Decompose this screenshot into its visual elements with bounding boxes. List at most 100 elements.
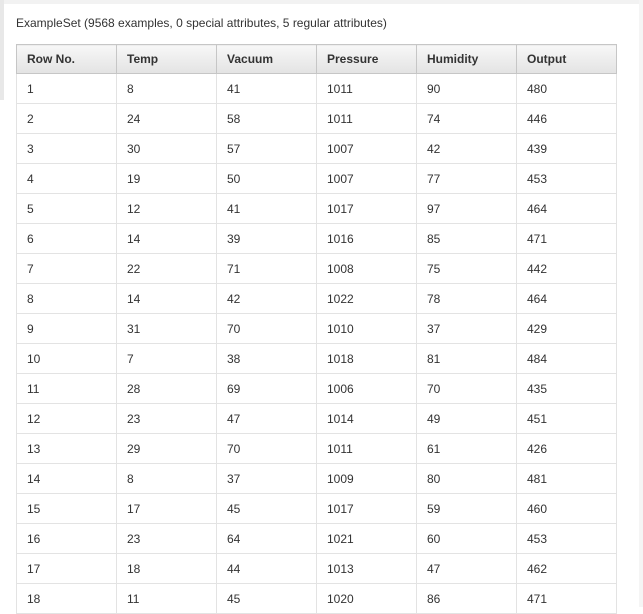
pressure-cell: 1007 xyxy=(316,133,417,164)
humidity-cell: 49 xyxy=(416,403,517,434)
row-no-cell: 12 xyxy=(16,403,117,434)
vacuum-cell: 45 xyxy=(216,583,317,614)
output-cell: 460 xyxy=(516,493,617,524)
temp-cell: 23 xyxy=(116,523,217,554)
humidity-cell: 59 xyxy=(416,493,517,524)
table-row[interactable]: 2 24 58 1011 74 446 xyxy=(16,103,617,134)
output-cell: 484 xyxy=(516,343,617,374)
output-cell: 471 xyxy=(516,583,617,614)
vacuum-cell: 45 xyxy=(216,493,317,524)
row-no-cell: 13 xyxy=(16,433,117,464)
output-cell: 480 xyxy=(516,73,617,104)
humidity-cell: 61 xyxy=(416,433,517,464)
table-row[interactable]: 7 22 71 1008 75 442 xyxy=(16,253,617,284)
row-no-cell: 14 xyxy=(16,463,117,494)
humidity-cell: 74 xyxy=(416,103,517,134)
table-row[interactable]: 9 31 70 1010 37 429 xyxy=(16,313,617,344)
table-row[interactable]: 15 17 45 1017 59 460 xyxy=(16,493,617,524)
vacuum-cell: 58 xyxy=(216,103,317,134)
table-row[interactable]: 10 7 38 1018 81 484 xyxy=(16,343,617,374)
output-cell: 446 xyxy=(516,103,617,134)
table-row[interactable]: 1 8 41 1011 90 480 xyxy=(16,73,617,104)
row-no-cell: 15 xyxy=(16,493,117,524)
vacuum-cell: 57 xyxy=(216,133,317,164)
pressure-cell: 1014 xyxy=(316,403,417,434)
temp-cell: 14 xyxy=(116,223,217,254)
table-row[interactable]: 8 14 42 1022 78 464 xyxy=(16,283,617,314)
temp-cell: 19 xyxy=(116,163,217,194)
humidity-cell: 47 xyxy=(416,553,517,584)
output-cell: 442 xyxy=(516,253,617,284)
humidity-cell: 60 xyxy=(416,523,517,554)
table-row[interactable]: 3 30 57 1007 42 439 xyxy=(16,133,617,164)
row-no-cell: 1 xyxy=(16,73,117,104)
table-row[interactable]: 12 23 47 1014 49 451 xyxy=(16,403,617,434)
vacuum-cell: 70 xyxy=(216,433,317,464)
pressure-cell: 1022 xyxy=(316,283,417,314)
vacuum-cell: 64 xyxy=(216,523,317,554)
table-row[interactable]: 18 11 45 1020 86 471 xyxy=(16,583,617,614)
humidity-cell: 80 xyxy=(416,463,517,494)
output-cell: 439 xyxy=(516,133,617,164)
humidity-cell: 78 xyxy=(416,283,517,314)
window-left-edge xyxy=(0,0,4,100)
window-top-edge xyxy=(0,0,643,4)
table-row[interactable]: 16 23 64 1021 60 453 xyxy=(16,523,617,554)
vacuum-cell: 37 xyxy=(216,463,317,494)
pressure-cell: 1013 xyxy=(316,553,417,584)
table-row[interactable]: 17 18 44 1013 47 462 xyxy=(16,553,617,584)
output-cell: 453 xyxy=(516,163,617,194)
row-no-cell: 2 xyxy=(16,103,117,134)
row-no-cell: 10 xyxy=(16,343,117,374)
humidity-cell: 42 xyxy=(416,133,517,164)
temp-cell: 29 xyxy=(116,433,217,464)
table-row[interactable]: 11 28 69 1006 70 435 xyxy=(16,373,617,404)
table-row[interactable]: 6 14 39 1016 85 471 xyxy=(16,223,617,254)
temp-cell: 30 xyxy=(116,133,217,164)
pressure-cell: 1017 xyxy=(316,493,417,524)
vacuum-cell: 69 xyxy=(216,373,317,404)
row-no-cell: 17 xyxy=(16,553,117,584)
table-row[interactable]: 14 8 37 1009 80 481 xyxy=(16,463,617,494)
pressure-cell: 1011 xyxy=(316,433,417,464)
column-header-temp[interactable]: Temp xyxy=(116,44,217,74)
humidity-cell: 75 xyxy=(416,253,517,284)
column-header-row-no[interactable]: Row No. xyxy=(16,44,117,74)
row-no-cell: 11 xyxy=(16,373,117,404)
data-table-container: Row No. Temp Vacuum Pressure Humidity Ou… xyxy=(16,44,617,614)
vacuum-cell: 42 xyxy=(216,283,317,314)
table-row[interactable]: 5 12 41 1017 97 464 xyxy=(16,193,617,224)
column-header-pressure[interactable]: Pressure xyxy=(316,44,417,74)
pressure-cell: 1008 xyxy=(316,253,417,284)
pressure-cell: 1010 xyxy=(316,313,417,344)
humidity-cell: 97 xyxy=(416,193,517,224)
pressure-cell: 1011 xyxy=(316,73,417,104)
humidity-cell: 86 xyxy=(416,583,517,614)
temp-cell: 28 xyxy=(116,373,217,404)
column-header-vacuum[interactable]: Vacuum xyxy=(216,44,317,74)
output-cell: 464 xyxy=(516,193,617,224)
temp-cell: 7 xyxy=(116,343,217,374)
output-cell: 464 xyxy=(516,283,617,314)
vacuum-cell: 38 xyxy=(216,343,317,374)
pressure-cell: 1011 xyxy=(316,103,417,134)
row-no-cell: 5 xyxy=(16,193,117,224)
vacuum-cell: 39 xyxy=(216,223,317,254)
table-row[interactable]: 13 29 70 1011 61 426 xyxy=(16,433,617,464)
temp-cell: 12 xyxy=(116,193,217,224)
temp-cell: 23 xyxy=(116,403,217,434)
column-header-output[interactable]: Output xyxy=(516,44,617,74)
humidity-cell: 77 xyxy=(416,163,517,194)
pressure-cell: 1018 xyxy=(316,343,417,374)
temp-cell: 24 xyxy=(116,103,217,134)
humidity-cell: 85 xyxy=(416,223,517,254)
temp-cell: 14 xyxy=(116,283,217,314)
humidity-cell: 90 xyxy=(416,73,517,104)
vertical-scrollbar[interactable] xyxy=(639,0,643,607)
table-row[interactable]: 4 19 50 1007 77 453 xyxy=(16,163,617,194)
temp-cell: 18 xyxy=(116,553,217,584)
column-header-humidity[interactable]: Humidity xyxy=(416,44,517,74)
vacuum-cell: 71 xyxy=(216,253,317,284)
temp-cell: 8 xyxy=(116,463,217,494)
temp-cell: 8 xyxy=(116,73,217,104)
